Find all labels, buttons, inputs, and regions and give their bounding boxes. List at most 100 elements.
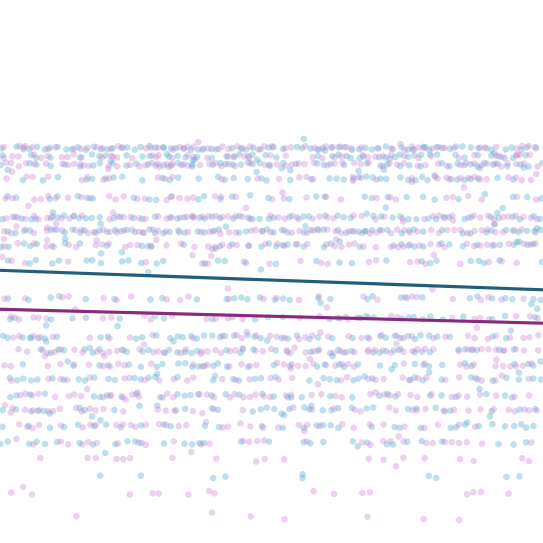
data-point	[200, 192, 208, 200]
data-point	[316, 213, 323, 220]
data-point	[149, 490, 156, 497]
data-point	[299, 471, 306, 478]
data-point	[478, 377, 485, 385]
data-point	[54, 173, 62, 181]
data-point	[300, 424, 308, 432]
data-point	[246, 192, 254, 199]
data-point	[537, 358, 543, 365]
data-point	[74, 143, 82, 151]
data-point	[10, 334, 17, 341]
data-point	[105, 375, 112, 383]
data-point	[527, 176, 535, 184]
data-point	[441, 144, 449, 152]
data-point	[165, 163, 173, 171]
data-point	[113, 229, 120, 236]
data-point	[499, 213, 507, 221]
data-point	[266, 161, 273, 169]
data-point	[28, 216, 35, 223]
data-point	[103, 146, 111, 153]
data-point	[379, 152, 387, 160]
data-point	[204, 348, 211, 355]
data-point	[176, 214, 184, 221]
data-point	[33, 143, 41, 151]
data-point	[63, 146, 70, 153]
data-point	[422, 143, 429, 151]
data-point	[525, 392, 533, 399]
data-point	[162, 407, 170, 414]
data-point	[265, 194, 272, 202]
data-point	[231, 153, 238, 160]
data-point	[405, 162, 413, 169]
data-point	[387, 230, 395, 237]
data-point	[237, 349, 244, 357]
data-point	[3, 215, 10, 222]
data-point	[22, 390, 29, 397]
data-point	[196, 214, 203, 221]
data-point	[318, 259, 325, 267]
data-point	[244, 331, 251, 339]
data-point	[33, 161, 40, 168]
data-point	[237, 438, 245, 445]
data-point	[485, 294, 492, 301]
data-point	[397, 345, 404, 353]
data-point	[498, 296, 505, 303]
data-point	[387, 194, 394, 201]
data-point	[80, 162, 88, 169]
data-point	[471, 173, 478, 181]
data-point	[196, 161, 204, 169]
data-point	[246, 215, 254, 223]
data-point	[477, 242, 484, 249]
data-point	[393, 161, 401, 168]
data-point	[171, 407, 178, 415]
data-point	[509, 213, 516, 220]
data-point	[266, 332, 274, 340]
data-point	[44, 214, 51, 222]
data-point	[384, 390, 391, 398]
data-point	[0, 152, 6, 159]
data-point	[411, 152, 418, 159]
data-point	[152, 373, 159, 381]
data-point	[235, 377, 243, 384]
data-point	[351, 406, 359, 414]
data-point	[314, 334, 322, 341]
data-point	[160, 315, 168, 322]
data-point	[471, 151, 478, 159]
data-point	[457, 260, 464, 268]
data-point	[500, 347, 507, 355]
data-point	[123, 226, 131, 234]
data-point	[236, 229, 243, 236]
data-point	[41, 390, 49, 398]
data-point	[78, 176, 86, 184]
data-point	[78, 226, 85, 234]
data-point	[176, 229, 183, 236]
data-point	[135, 439, 142, 447]
data-point	[42, 160, 50, 167]
data-point	[112, 196, 119, 203]
data-point	[320, 226, 327, 233]
data-point	[100, 362, 107, 370]
data-point	[135, 393, 143, 400]
data-point	[64, 194, 72, 201]
data-point	[420, 361, 427, 369]
data-point	[357, 408, 364, 415]
data-point	[364, 153, 372, 161]
data-point	[518, 226, 526, 233]
data-point	[508, 394, 516, 401]
data-point	[509, 227, 517, 234]
data-point	[201, 362, 208, 370]
data-point	[464, 393, 471, 400]
data-point	[204, 145, 212, 152]
data-point	[53, 333, 61, 341]
data-point	[119, 144, 127, 152]
data-point	[399, 215, 406, 222]
data-point	[103, 392, 111, 399]
data-point	[444, 226, 451, 234]
data-point	[334, 404, 342, 412]
data-point	[457, 174, 465, 182]
data-point	[26, 159, 34, 167]
data-point	[512, 362, 520, 370]
data-point	[450, 406, 458, 414]
data-point	[417, 424, 425, 432]
data-point	[221, 332, 229, 340]
data-point	[319, 144, 327, 152]
